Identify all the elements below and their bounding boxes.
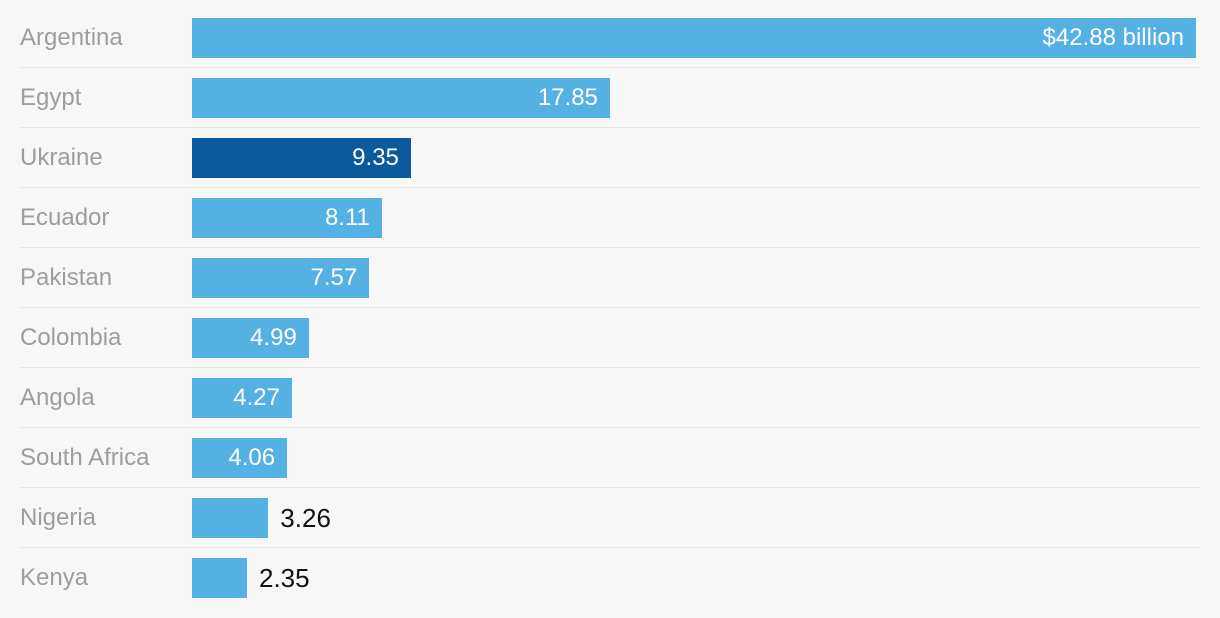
bar-area: 4.27	[192, 378, 1220, 418]
bar-area: 4.99	[192, 318, 1220, 358]
value-label-ecuador: 8.11	[324, 204, 370, 231]
category-label-south-africa: South Africa	[20, 444, 150, 471]
value-label-colombia: 4.99	[250, 324, 297, 351]
value-label-nigeria: 3.26	[280, 502, 331, 533]
chart-row-ecuador: Ecuador 8.11	[0, 188, 1220, 248]
chart-row-nigeria: Nigeria 3.26	[0, 488, 1220, 548]
bar-pakistan[interactable]: 7.57	[192, 258, 370, 298]
chart-row-argentina: Argentina $42.88 billion	[0, 8, 1220, 68]
category-label-ukraine: Ukraine	[20, 144, 103, 171]
bar-area: 9.35	[192, 138, 1220, 178]
value-label-ukraine: 9.35	[352, 144, 399, 171]
category-label-kenya: Kenya	[20, 564, 89, 591]
value-label-egypt: 17.85	[537, 84, 598, 111]
chart-row-kenya: Kenya 2.35	[0, 548, 1220, 608]
value-label-angola: 4.27	[233, 384, 280, 411]
category-label-nigeria: Nigeria	[20, 504, 97, 531]
bar-area: $42.88 billion	[192, 18, 1220, 58]
value-label-south-africa: 4.06	[228, 444, 276, 471]
chart-row-colombia: Colombia 4.99	[0, 308, 1220, 368]
bar-area: 3.26	[192, 498, 1220, 538]
value-label-argentina: $42.88 billion	[1042, 24, 1184, 51]
bar-ukraine[interactable]: 9.35	[192, 138, 411, 178]
bar-colombia[interactable]: 4.99	[192, 318, 309, 358]
bar-angola[interactable]: 4.27	[192, 378, 292, 418]
category-label-ecuador: Ecuador	[20, 204, 110, 231]
bar-area: 4.06	[192, 438, 1220, 478]
bar-area: 2.35	[192, 558, 1220, 598]
bar-argentina[interactable]: $42.88 billion	[192, 18, 1196, 58]
bar-nigeria[interactable]	[192, 498, 269, 538]
bar-ecuador[interactable]: 8.11	[192, 198, 382, 238]
chart-row-ukraine: Ukraine 9.35	[0, 128, 1220, 188]
chart-row-pakistan: Pakistan 7.57	[0, 248, 1220, 308]
category-label-argentina: Argentina	[20, 24, 123, 51]
bar-area: 8.11	[192, 198, 1220, 238]
value-label-kenya: 2.35	[259, 562, 310, 593]
bar-area: 17.85	[192, 78, 1220, 118]
category-label-angola: Angola	[20, 384, 95, 411]
chart-row-egypt: Egypt 17.85	[0, 68, 1220, 128]
category-label-colombia: Colombia	[20, 324, 122, 351]
bar-kenya[interactable]	[192, 558, 247, 598]
category-label-egypt: Egypt	[20, 84, 82, 111]
chart-row-south-africa: South Africa 4.06	[0, 428, 1220, 488]
value-label-pakistan: 7.57	[310, 264, 358, 291]
bar-egypt[interactable]: 17.85	[192, 78, 610, 118]
category-label-pakistan: Pakistan	[20, 264, 113, 291]
chart-row-angola: Angola 4.27	[0, 368, 1220, 428]
bar-area: 7.57	[192, 258, 1220, 298]
bar-south-africa[interactable]: 4.06	[192, 438, 288, 478]
